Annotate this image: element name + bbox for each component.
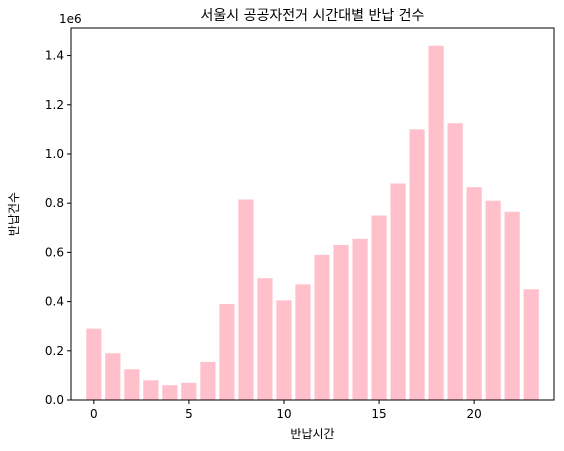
x-axis-label: 반납시간 <box>290 427 334 441</box>
bar-18 <box>428 45 444 400</box>
bar-5 <box>181 382 197 400</box>
y-tick-label: 0.4 <box>45 295 64 309</box>
bar-16 <box>390 183 406 400</box>
y-tick-label: 0.6 <box>45 245 64 259</box>
bar-10 <box>276 300 292 400</box>
chart-title: 서울시 공공자전거 시간대별 반납 건수 <box>201 8 425 24</box>
x-tick-label: 5 <box>185 407 193 421</box>
bar-9 <box>257 278 273 400</box>
bar-14 <box>352 238 368 400</box>
bar-21 <box>485 200 501 400</box>
y-tick-label: 0.0 <box>45 393 64 407</box>
y-axis-ticks: 0.0 0.2 0.4 0.6 0.8 1.0 1.2 1.4 <box>45 49 71 407</box>
y-tick-label: 0.8 <box>45 196 64 210</box>
bar-22 <box>504 211 520 400</box>
bars-group <box>86 45 539 400</box>
bar-8 <box>238 199 254 400</box>
y-axis-offset-label: 1e6 <box>59 12 82 26</box>
x-tick-label: 20 <box>466 407 481 421</box>
y-tick-label: 0.2 <box>45 344 64 358</box>
x-axis-ticks: 0 5 10 15 20 <box>90 400 482 421</box>
bar-2 <box>124 369 140 400</box>
x-tick-label: 15 <box>371 407 386 421</box>
y-tick-label: 1.4 <box>45 49 64 63</box>
bar-0 <box>86 328 102 400</box>
y-tick-label: 1.2 <box>45 98 64 112</box>
bar-12 <box>314 254 330 400</box>
bar-20 <box>466 187 482 400</box>
bar-13 <box>333 245 349 400</box>
plot-frame <box>70 27 555 401</box>
bar-3 <box>143 380 159 400</box>
y-axis-label: 반납건수 <box>7 192 21 236</box>
bar-7 <box>219 304 235 400</box>
bar-19 <box>447 123 463 400</box>
bar-1 <box>105 353 121 400</box>
bar-4 <box>162 385 178 400</box>
x-tick-label: 10 <box>276 407 291 421</box>
bar-23 <box>523 289 539 400</box>
x-tick-label: 0 <box>90 407 98 421</box>
bar-17 <box>409 129 425 400</box>
y-tick-label: 1.0 <box>45 147 64 161</box>
bar-11 <box>295 284 311 400</box>
bar-15 <box>371 215 387 400</box>
bar-6 <box>200 361 216 400</box>
